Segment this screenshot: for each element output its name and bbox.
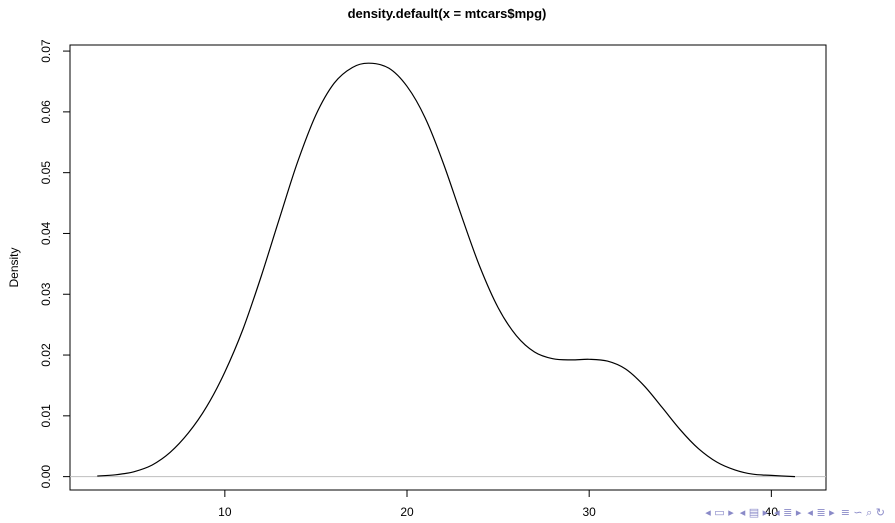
density-curve <box>97 62 796 478</box>
beamer-section-nav-icon[interactable]: ◂ ≣ ▸ <box>774 506 802 519</box>
x-tick-label: 30 <box>583 505 597 519</box>
y-axis-label: Density <box>7 247 21 287</box>
x-tick-label: 40 <box>765 505 779 519</box>
chart-title: density.default(x = mtcars$mpg) <box>348 6 547 21</box>
y-tick-label: 0.04 <box>39 221 53 245</box>
x-tick-label: 10 <box>218 505 232 519</box>
plot-area: 10 20 30 40 0.00 0.01 0.02 0.03 0.04 0.05 0.06 0.07 <box>39 39 827 519</box>
y-tick-label: 0.00 <box>39 465 53 489</box>
y-tick-label: 0.02 <box>39 343 53 367</box>
y-tick-label: 0.07 <box>39 39 53 63</box>
beamer-search-icon[interactable]: ≡ ∽ ⌕ ↻ <box>840 506 885 519</box>
plot-frame <box>69 44 827 491</box>
beamer-navigation-bar: ◂ ▭ ▸ ◂ ▤ ▸ ◂ ≣ ▸ ◂ ≣ ▸ ≡ ∽ ⌕ ↻ <box>705 505 885 521</box>
x-tick-label: 20 <box>400 505 414 519</box>
y-tick-label: 0.06 <box>39 100 53 124</box>
beamer-subsection-nav-icon[interactable]: ◂ ≣ ▸ <box>807 506 835 519</box>
y-tick-label: 0.03 <box>39 282 53 306</box>
y-tick-label: 0.01 <box>39 404 53 428</box>
beamer-frame-nav-icon[interactable]: ◂ ▤ ▸ <box>739 506 769 519</box>
beamer-slide-nav-icon[interactable]: ◂ ▭ ▸ <box>705 506 734 519</box>
y-tick-label: 0.05 <box>39 161 53 185</box>
